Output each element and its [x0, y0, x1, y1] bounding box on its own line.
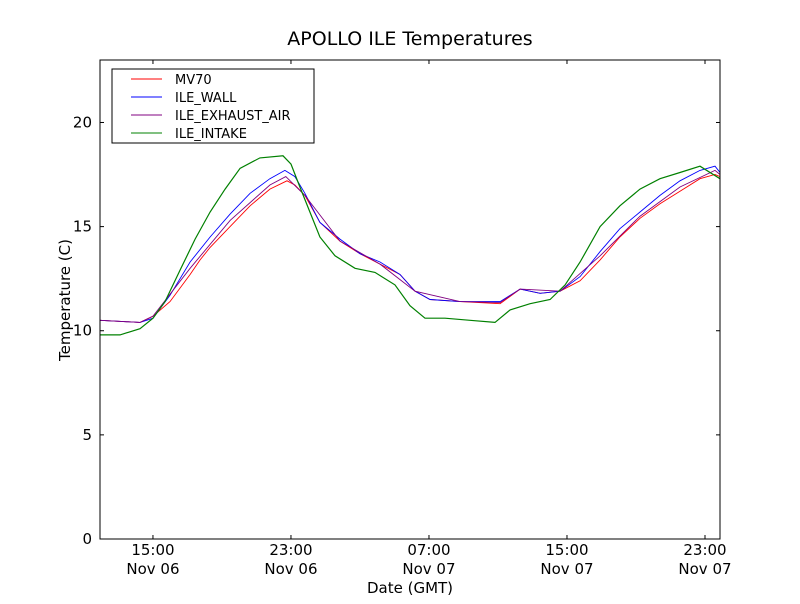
y-tick-label: 5	[82, 426, 92, 444]
x-tick-label-time: 23:00	[269, 541, 312, 559]
y-tick-label: 15	[73, 218, 92, 236]
y-axis-label: Temperature (C)	[56, 239, 74, 362]
x-tick-label-time: 23:00	[683, 541, 726, 559]
x-tick-label-time: 15:00	[545, 541, 588, 559]
x-tick-label-date: Nov 07	[540, 560, 593, 578]
legend-label: MV70	[175, 73, 212, 88]
legend-label: ILE_WALL	[175, 91, 237, 106]
x-tick-label-time: 15:00	[131, 541, 174, 559]
y-tick-label: 20	[73, 113, 92, 131]
x-tick-label-time: 07:00	[407, 541, 450, 559]
legend-label: ILE_EXHAUST_AIR	[175, 109, 291, 124]
chart-title: APOLLO ILE Temperatures	[287, 28, 532, 50]
x-tick-label-date: Nov 06	[264, 560, 317, 578]
series-line-ile-intake	[100, 155, 720, 336]
x-tick-label-date: Nov 07	[678, 560, 731, 578]
y-tick-label: 10	[73, 322, 92, 340]
y-tick-label: 0	[82, 530, 92, 548]
x-tick-label-date: Nov 07	[402, 560, 455, 578]
legend: MV70 ILE_WALL ILE_EXHAUST_AIR ILE_INTAKE	[111, 68, 315, 144]
series-line-mv70	[100, 174, 720, 323]
legend-label: ILE_INTAKE	[175, 127, 247, 142]
x-tick-label-date: Nov 06	[126, 560, 179, 578]
legend-box	[111, 68, 315, 144]
series-line-ile-wall	[100, 165, 720, 323]
x-axis-label: Date (GMT)	[367, 579, 453, 597]
plot-frame	[99, 59, 721, 540]
series-line-ile-exhaust-air	[100, 169, 720, 323]
